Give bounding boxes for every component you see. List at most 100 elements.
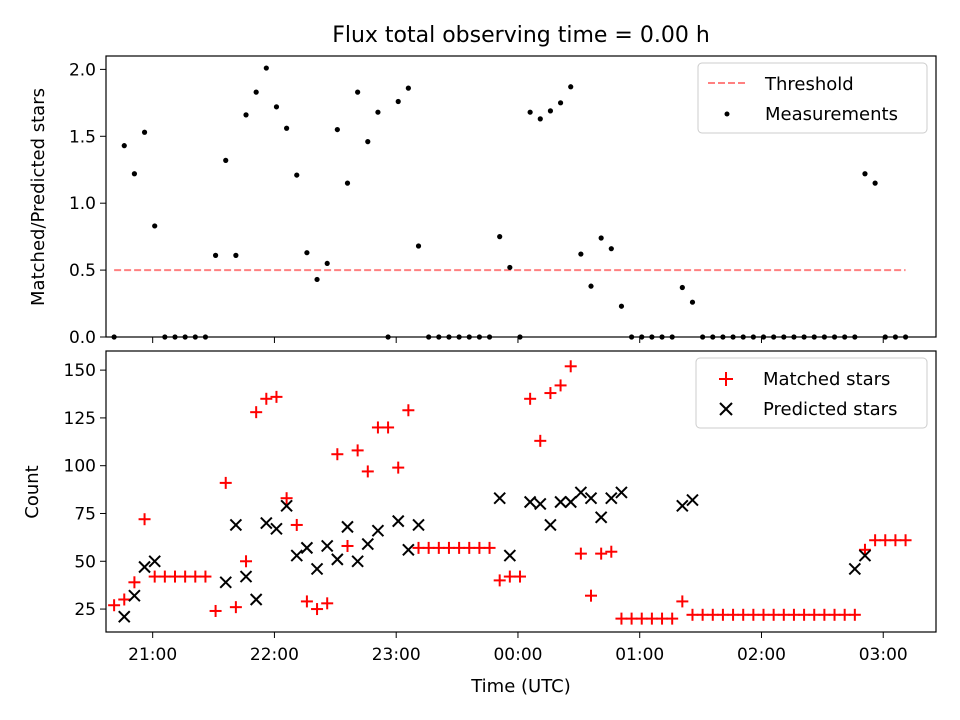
x-tick-label: 22:00 xyxy=(250,645,299,665)
threshold-legend-label: Threshold xyxy=(764,74,854,95)
predicted-star-mark xyxy=(341,520,354,534)
predicted-star-mark xyxy=(138,560,151,574)
predicted-star-mark xyxy=(676,499,689,513)
matched-star-point xyxy=(828,608,841,621)
predicted-star-point xyxy=(280,499,293,513)
predicted-star-mark xyxy=(848,562,862,576)
predicted-star-mark xyxy=(310,562,324,576)
predicted-star-point xyxy=(676,499,689,513)
matched-star-point xyxy=(513,570,526,583)
matched-star-point xyxy=(331,448,344,461)
measurement-point xyxy=(578,251,584,257)
measurement-point xyxy=(314,276,320,283)
predicted-star-point xyxy=(118,610,131,623)
measurement-point xyxy=(608,246,614,252)
predicted-star-point xyxy=(564,495,577,509)
measurement-point xyxy=(121,143,127,149)
matched-star-point xyxy=(280,492,293,505)
predicted-star-point xyxy=(605,491,618,505)
predicted-star-mark xyxy=(402,543,415,557)
matched-star-point xyxy=(777,608,790,621)
measurement-point xyxy=(294,172,300,178)
bottom-y-tick-label: 25 xyxy=(74,600,96,620)
matched-star-point xyxy=(737,608,750,621)
measurement-point xyxy=(141,129,148,135)
matched-star-point xyxy=(209,604,222,617)
predicted-star-mark xyxy=(574,486,588,499)
predicted-star-point xyxy=(371,524,385,537)
predicted-star-mark xyxy=(594,511,608,524)
matched-star-point xyxy=(706,608,719,621)
matched-star-point xyxy=(260,392,273,405)
predicted-star-point xyxy=(523,495,537,509)
matched-star-point xyxy=(503,570,516,583)
matched-star-point xyxy=(554,379,567,392)
matched-star-point xyxy=(848,608,861,621)
measurement-point xyxy=(568,84,574,90)
matched-star-point xyxy=(534,434,547,447)
x-tick-label: 02:00 xyxy=(737,645,786,665)
top-y-tick-label: 2.0 xyxy=(69,60,96,80)
matched-star-point xyxy=(787,608,800,621)
matched-star-point xyxy=(585,589,598,602)
predicted-star-mark xyxy=(493,491,506,505)
predicted-star-point xyxy=(554,495,567,509)
matched-legend-label: Matched stars xyxy=(763,369,890,390)
measurement-point xyxy=(872,180,878,186)
bottom-y-tick-label: 50 xyxy=(74,552,96,572)
matched-star-point xyxy=(574,547,587,560)
predicted-star-point xyxy=(402,543,415,557)
matched-star-point xyxy=(382,421,395,434)
measurement-point xyxy=(497,234,503,240)
top-y-tick-label: 0.0 xyxy=(69,328,96,348)
matched-star-point xyxy=(493,574,506,587)
predicted-star-mark xyxy=(392,514,405,528)
matched-star-point xyxy=(747,608,760,621)
predicted-star-mark xyxy=(615,486,628,499)
predicted-star-mark xyxy=(249,593,263,606)
measurement-point xyxy=(375,109,381,115)
predicted-star-point xyxy=(128,589,141,602)
measurement-point xyxy=(405,85,411,91)
top-y-tick-label: 1.0 xyxy=(69,194,96,214)
matched-star-point xyxy=(311,603,324,616)
predicted-star-point xyxy=(138,560,151,574)
matched-star-point xyxy=(524,392,537,405)
matched-star-point xyxy=(716,608,729,621)
matched-star-point xyxy=(798,608,811,621)
matched-star-point xyxy=(361,465,374,478)
matched-star-point xyxy=(453,541,466,554)
matched-star-point xyxy=(168,570,181,583)
matched-star-point xyxy=(767,608,780,621)
matched-star-point xyxy=(108,599,121,612)
bottom-plot-frame xyxy=(105,350,937,633)
matched-star-point xyxy=(879,534,892,547)
measurement-point xyxy=(557,100,564,106)
matched-star-point xyxy=(473,541,486,554)
matched-star-point xyxy=(442,541,455,554)
predicted-star-mark xyxy=(534,497,547,511)
x-tick-label: 21:00 xyxy=(128,645,177,665)
predicted-star-mark xyxy=(331,553,344,566)
matched-star-point xyxy=(148,570,161,583)
matched-star-point xyxy=(199,570,212,583)
matched-star-point xyxy=(128,576,141,589)
predicted-star-mark xyxy=(118,610,131,623)
matched-star-point xyxy=(818,608,831,621)
bottom-legend: Matched stars Predicted stars xyxy=(695,357,928,429)
matched-star-point xyxy=(635,612,648,625)
measurement-point xyxy=(223,157,229,163)
predicted-star-point xyxy=(392,514,405,528)
matched-star-point xyxy=(656,612,669,625)
predicted-star-point xyxy=(574,486,588,499)
predicted-star-point xyxy=(300,541,314,555)
matched-star-point xyxy=(869,534,882,547)
predicted-star-mark xyxy=(361,537,374,551)
x-tick-label: 00:00 xyxy=(493,645,542,665)
matched-star-point xyxy=(564,360,577,373)
predicted-star-point xyxy=(544,518,557,532)
predicted-star-point xyxy=(229,518,243,532)
matched-star-point xyxy=(696,608,709,621)
predicted-star-point xyxy=(503,549,517,562)
measurement-point xyxy=(212,252,219,258)
